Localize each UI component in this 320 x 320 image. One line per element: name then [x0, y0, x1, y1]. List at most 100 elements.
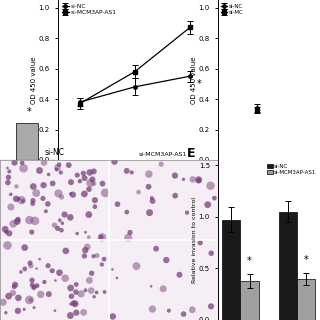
Point	[28, 263, 33, 268]
Point	[37, 168, 42, 173]
Point	[181, 311, 186, 316]
Point	[114, 275, 119, 280]
Point	[134, 264, 139, 269]
Bar	[240, 281, 259, 320]
Point	[54, 167, 59, 172]
Point	[14, 184, 19, 189]
Point	[46, 292, 52, 297]
Point	[86, 187, 92, 192]
Point	[4, 229, 9, 235]
Point	[56, 191, 61, 196]
Point	[146, 184, 151, 189]
Point	[34, 266, 39, 271]
Point	[28, 298, 34, 303]
Point	[5, 180, 11, 185]
Point	[42, 279, 47, 284]
Point	[99, 262, 104, 267]
Point	[32, 218, 37, 223]
Point	[87, 170, 92, 175]
Point	[27, 297, 32, 302]
Point	[87, 278, 92, 283]
Point	[82, 253, 87, 259]
Point	[184, 210, 189, 215]
Point	[161, 286, 166, 291]
Text: si-NC: si-NC	[44, 148, 64, 157]
Point	[11, 221, 16, 226]
Point	[92, 294, 97, 299]
Point	[16, 295, 21, 300]
Point	[3, 227, 8, 232]
Point	[208, 183, 213, 188]
Point	[110, 267, 115, 272]
Bar	[15, 123, 38, 160]
Point	[98, 235, 103, 240]
Point	[91, 254, 96, 259]
Point	[20, 198, 26, 204]
Point	[112, 159, 117, 164]
Point	[60, 221, 65, 226]
Point	[100, 181, 105, 186]
Point	[15, 308, 20, 313]
Point	[124, 210, 129, 215]
Point	[34, 190, 39, 196]
Point	[16, 196, 21, 201]
Point	[6, 293, 11, 299]
Point	[77, 179, 83, 184]
Point	[159, 162, 164, 167]
Y-axis label: Relative invasion to control: Relative invasion to control	[192, 197, 197, 283]
Point	[89, 288, 94, 293]
Point	[149, 196, 154, 201]
Point	[147, 210, 152, 215]
Point	[38, 292, 43, 297]
Point	[75, 231, 80, 236]
Point	[55, 226, 60, 231]
Point	[172, 173, 178, 178]
Point	[91, 169, 96, 174]
Point	[63, 276, 68, 281]
Point	[196, 177, 201, 182]
Point	[126, 235, 131, 240]
Point	[181, 177, 186, 182]
Point	[29, 229, 34, 235]
Point	[19, 198, 24, 203]
Point	[83, 288, 88, 293]
Point	[208, 304, 213, 309]
Point	[83, 230, 88, 235]
Point	[164, 258, 169, 263]
Point	[71, 301, 76, 306]
Point	[68, 301, 73, 307]
Point	[45, 201, 51, 206]
Point	[27, 218, 32, 223]
Text: *: *	[27, 107, 31, 117]
Point	[115, 202, 120, 207]
Point	[52, 308, 58, 313]
Point	[73, 301, 78, 306]
Legend: si-NC, si-MC: si-NC, si-MC	[220, 3, 244, 16]
Point	[57, 162, 62, 167]
Text: *: *	[304, 255, 308, 265]
Point	[82, 191, 87, 196]
Point	[41, 183, 46, 188]
Point	[209, 251, 214, 256]
Point	[75, 172, 80, 178]
Point	[29, 278, 35, 283]
Point	[68, 285, 73, 291]
Point	[12, 160, 17, 165]
Point	[53, 278, 58, 283]
Point	[177, 272, 182, 277]
Point	[81, 310, 86, 315]
Text: E: E	[187, 147, 196, 160]
Point	[154, 246, 159, 251]
Point	[69, 294, 74, 299]
Point	[92, 204, 98, 209]
Text: *: *	[196, 79, 201, 89]
Point	[59, 194, 64, 199]
Point	[68, 313, 73, 318]
Point	[30, 282, 35, 287]
Point	[41, 160, 46, 165]
Point	[86, 212, 91, 217]
Point	[91, 181, 96, 186]
Point	[100, 235, 105, 240]
Point	[66, 163, 71, 168]
Point	[12, 282, 18, 287]
